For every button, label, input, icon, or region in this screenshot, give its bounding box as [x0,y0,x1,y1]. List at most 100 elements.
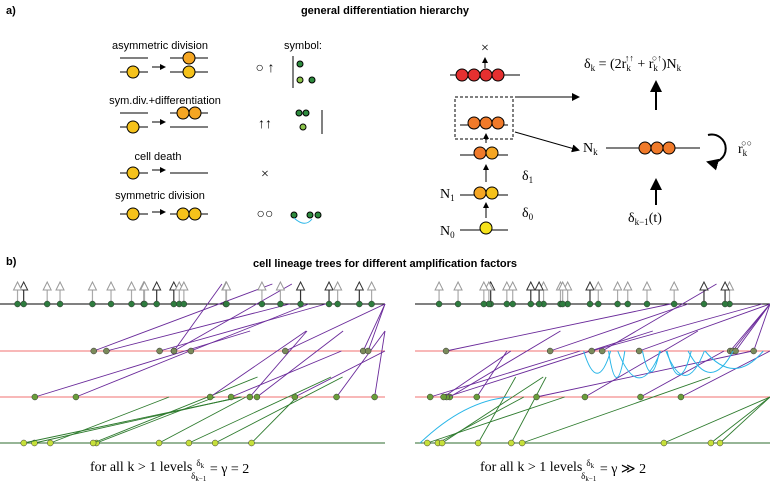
cell [246,393,254,401]
lineage-edge [230,350,342,398]
lineage-edge [735,303,770,352]
cell [442,347,450,355]
cell [334,300,341,308]
symbol-header: symbol: [284,40,322,52]
cell [643,300,651,308]
cell [670,300,678,308]
cell [211,439,219,447]
cell [637,393,644,401]
lineage-edge [158,396,247,444]
cell [624,300,631,308]
cell [527,300,535,308]
lineage-edge [446,330,653,398]
cell [454,300,462,308]
cell [31,393,39,401]
lineage-edge [441,376,544,444]
lineage-edge [601,283,717,352]
output-arrowhead [699,280,709,291]
output-arrowhead [179,280,189,291]
output-arrowhead [525,280,536,291]
cell [509,300,516,308]
lineage-edge [427,396,565,444]
cell [170,347,178,355]
cell [518,439,526,447]
output-arrowhead [720,280,730,291]
rate-label: rk○○ [738,138,752,158]
cell [546,347,554,355]
cell [325,300,333,308]
self-renewal-arc [641,350,661,373]
output-arrowhead [106,280,116,291]
lineage-edge [249,330,308,398]
lineage-edge [536,350,753,398]
cell [107,300,115,308]
self-renewal-arc [665,350,705,376]
cell [47,439,54,447]
cell [716,439,724,447]
cell [89,439,97,447]
cell [660,439,668,447]
cell [128,300,135,308]
cell [438,439,446,447]
lineage-edge [374,330,386,398]
lineage-edge [719,396,770,444]
cell [223,300,230,308]
lineage-edge [638,303,770,352]
output-arrowhead [221,280,232,291]
cell [750,347,757,355]
caption: for all k > 1 levels δk δk−1 = γ ≫ 2 [480,458,646,483]
lineage-edge [173,283,293,352]
cell [248,439,255,447]
output-arrowhead [366,280,377,291]
output-arrowhead [257,280,267,291]
output-arrowhead [453,280,463,291]
lineage-edge [430,350,581,398]
output-arrowhead [557,280,568,291]
cell [581,393,589,401]
lineage-trees [0,280,770,447]
input-label: δk−1(t) [628,211,662,227]
rate-label: δ1 [522,169,533,185]
cell [426,393,434,401]
output-arrowhead [434,280,444,291]
cell [707,439,715,447]
event-name: sym.div.+differentiation [109,95,221,107]
death-symbol: × [481,41,489,56]
cell [368,300,375,308]
lineage-edge [188,376,332,444]
cell [586,300,594,308]
lineage-edge [367,303,386,352]
lineage-edge [445,303,671,352]
event-diagrams [120,51,323,224]
cell [371,393,378,401]
self-renewal-arc [617,350,662,379]
lineage-edge [96,396,216,444]
event-symbol: ○○ [257,207,274,222]
output-arrowhead [479,280,489,291]
output-arrowhead [324,280,334,291]
output-arrowhead [612,280,623,291]
output-arrowhead [126,280,137,291]
output-arrowhead [332,280,343,291]
lineage-edge [336,330,386,398]
cell [356,300,363,308]
lineage-edge [285,303,386,352]
lineage-edge [591,303,763,352]
lineage-edge [663,396,770,444]
cell [480,300,488,308]
cell [732,347,739,355]
cell [559,300,566,308]
lineage-edge [640,350,725,398]
cell [721,300,729,308]
cell [291,393,299,401]
hierarchy [450,57,727,235]
event-symbol: × [261,167,269,182]
lineage-edge [190,303,309,352]
equation: δk = (2rk↑↑ + rk○↑)Nk [584,53,682,73]
self-renewal-arc [704,350,764,369]
lineage-edge [294,350,386,398]
output-arrowhead [642,280,652,291]
cell [333,393,340,401]
level-label: N1 [440,187,455,203]
